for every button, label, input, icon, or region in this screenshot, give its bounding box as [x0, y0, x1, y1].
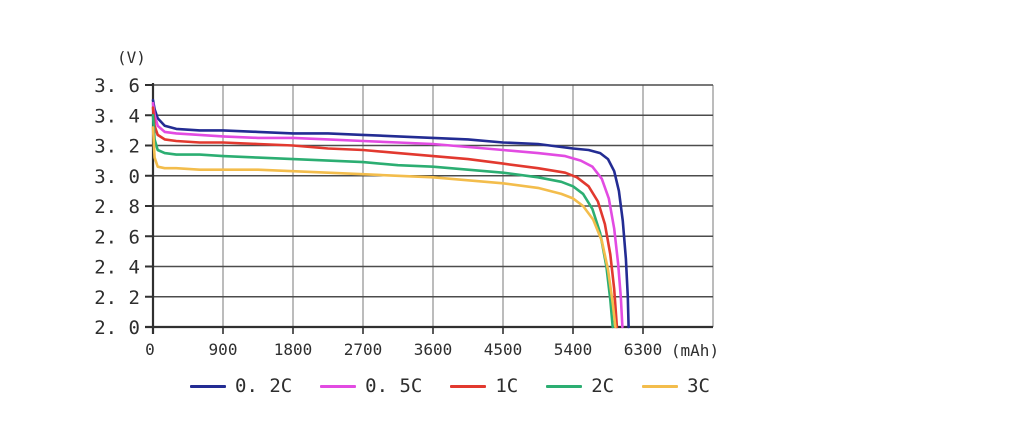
x-tick-label: 6300 — [624, 340, 663, 359]
y-tick-label: 2. 8 — [94, 196, 140, 218]
legend-label: 1C — [495, 374, 519, 397]
series-line-3C — [151, 126, 617, 329]
legend-item-2C: 2C — [546, 374, 615, 397]
legend-item-3C: 3C — [642, 374, 710, 397]
legend-item-0-5C: 0. 5C — [320, 374, 423, 397]
legend-label: 3C — [687, 374, 710, 397]
x-tick-label: 3600 — [414, 340, 453, 359]
x-tick-label: 5400 — [554, 340, 593, 359]
series-line-1C — [151, 106, 619, 329]
legend-swatch-icon — [320, 384, 357, 388]
y-tick-label: 3. 6 — [94, 75, 140, 97]
y-tick-label: 2. 2 — [94, 287, 140, 309]
x-tick-label: 1800 — [274, 340, 313, 359]
x-tick-label: 0 — [145, 340, 155, 359]
y-tick-label: 2. 4 — [94, 257, 140, 279]
y-axis-unit-label: (V) — [117, 48, 146, 67]
x-tick-label: 900 — [209, 340, 238, 359]
y-tick-label: 3. 0 — [94, 166, 140, 188]
legend-swatch-icon — [546, 384, 583, 388]
x-tick-label: 2700 — [344, 340, 383, 359]
chart-legend: 0. 2C 0. 5C 1C 2C 3C — [190, 371, 710, 401]
legend-label: 0. 2C — [235, 374, 293, 397]
legend-item-0-2C: 0. 2C — [190, 374, 293, 397]
legend-swatch-icon — [450, 384, 487, 388]
y-tick-label: 3. 4 — [94, 105, 140, 127]
y-tick-label: 3. 2 — [94, 136, 140, 158]
y-tick-label: 2. 6 — [94, 226, 140, 248]
x-axis-unit-label: (mAh) — [671, 341, 719, 360]
series-line-2C — [151, 114, 615, 329]
legend-label: 0. 5C — [365, 374, 423, 397]
legend-swatch-icon — [642, 384, 679, 388]
x-tick-label: 4500 — [484, 340, 523, 359]
legend-item-1C: 1C — [450, 374, 519, 397]
legend-swatch-icon — [190, 384, 226, 388]
legend-label: 2C — [591, 374, 615, 397]
series-line-0-5C — [151, 101, 624, 329]
y-tick-label: 2. 0 — [94, 317, 140, 339]
series-line-0-2C — [151, 98, 630, 329]
